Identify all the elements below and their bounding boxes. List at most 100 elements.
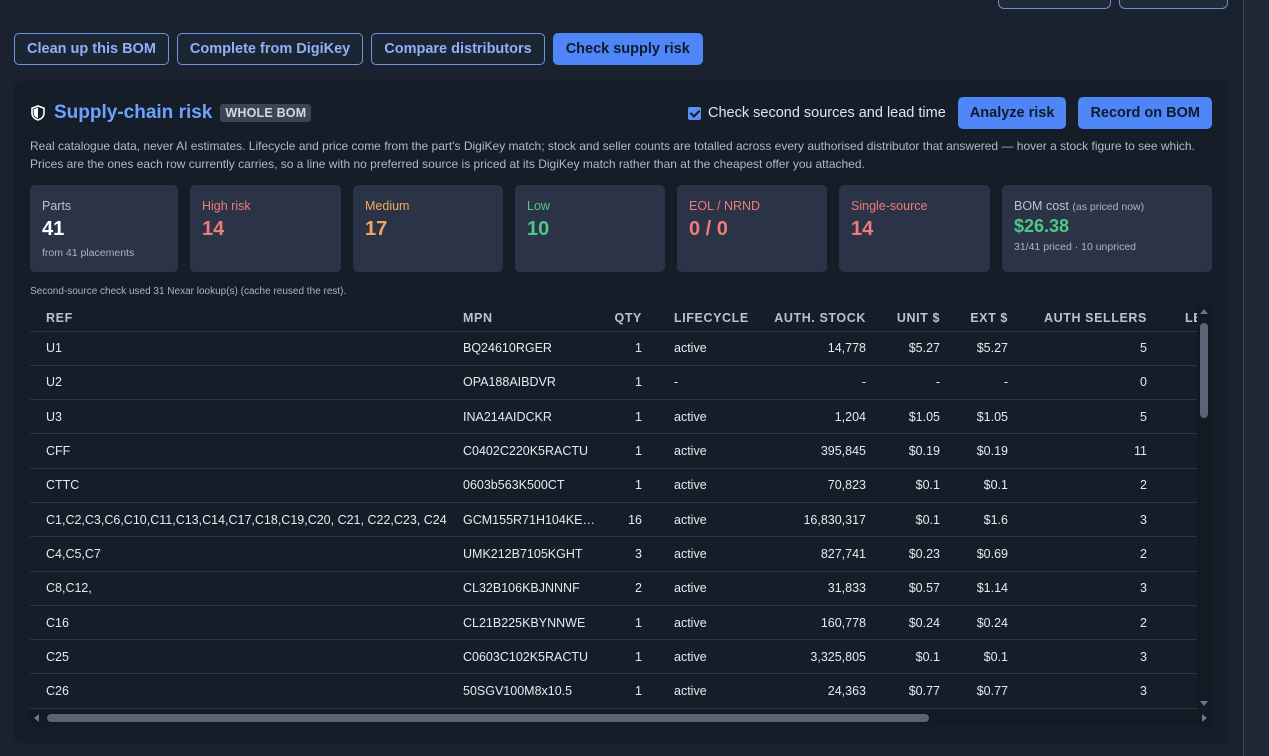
panel-description: Real catalogue data, never AI estimates.… (30, 137, 1210, 173)
tab-clean-up-bom[interactable]: Clean up this BOM (14, 33, 169, 65)
table-row[interactable]: CTTC 0603b563K500CT 1 active 70,823 $0.1 $0.1 2 (30, 468, 1211, 503)
lifecycle-cell: active (650, 673, 746, 709)
auth-sellers-cell: 3 (1016, 571, 1155, 606)
card-value: $26.38 (1014, 216, 1070, 236)
ext-price-cell: $1.14 (948, 571, 1016, 606)
column-header-mpn[interactable]: MPN (447, 306, 600, 332)
mpn-cell: C0603C102K5RACTU (447, 639, 600, 675)
vertical-scrollbar[interactable] (1197, 306, 1211, 709)
ref-cell: U1 (30, 331, 447, 366)
mpn-cell: CL32B106KBJNNNF (447, 571, 600, 606)
auth-sellers-cell: 2 (1016, 536, 1155, 572)
auth-stock-cell[interactable]: 70,823 (746, 468, 874, 503)
card-sub: 31/41 priced · 10 unpriced (1014, 241, 1136, 253)
auth-sellers-cell: 3 (1016, 673, 1155, 709)
table-row[interactable]: U3 INA214AIDCKR 1 active 1,204 $1.05 $1.05 5 (30, 399, 1211, 435)
card-medium: Medium 17 (353, 185, 503, 272)
column-header-ref[interactable]: REF (30, 306, 447, 332)
auth-stock-cell[interactable]: 395,845 (746, 433, 874, 469)
auth-stock-cell[interactable]: 1,204 (746, 399, 874, 435)
auth-sellers-cell: 11 (1016, 433, 1155, 469)
analyze-risk-button[interactable]: Analyze risk (957, 97, 1067, 129)
panel-controls: Check second sources and lead time Analy… (688, 97, 1212, 129)
lifecycle-cell: active (650, 468, 746, 503)
table-row[interactable]: C8,C12, CL32B106KBJNNNF 2 active 31,833 $0.57… (30, 571, 1211, 606)
unit-price-cell: $0.24 (874, 605, 948, 641)
description-line: Prices are the ones each row currently c… (30, 157, 865, 171)
second-source-checkbox-label: Check second sources and lead time (708, 105, 946, 121)
auth-stock-cell[interactable]: 24,363 (746, 673, 874, 709)
ext-price-cell: $1.05 (948, 399, 1016, 435)
column-header-lifecycle[interactable]: LIFECYCLE (650, 306, 748, 332)
table-row[interactable]: C1,C2,C3,C6,C10,C11,C13,C14,C17,C18,C19,… (30, 502, 1211, 538)
lifecycle-cell: active (650, 433, 746, 469)
auth-stock-cell[interactable]: 3,325,805 (746, 639, 874, 675)
card-label: BOM cost (as priced now) (1014, 199, 1200, 213)
table-row[interactable]: C4,C5,C7 UMK212B7105KGHT 3 active 827,741 $0.… (30, 536, 1211, 572)
mpn-cell: CL21B225KBYNNWE (447, 605, 600, 641)
auth-sellers-cell: 5 (1016, 399, 1155, 435)
top-toolbar-button[interactable] (1119, 0, 1228, 9)
lifecycle-cell: active (650, 605, 746, 641)
card-eol-nrnd: EOL / NRND 0 / 0 (677, 185, 827, 272)
qty-cell: 1 (600, 433, 650, 469)
ref-cell: C8,C12, (30, 571, 447, 606)
ref-cell: C4,C5,C7 (30, 536, 447, 572)
horizontal-scroll-thumb[interactable] (47, 714, 929, 722)
qty-cell: 1 (600, 331, 650, 366)
second-source-checkbox[interactable] (688, 106, 702, 120)
card-parts: Parts 41 from 41 placements (30, 185, 178, 272)
auth-sellers-cell: 0 (1016, 365, 1155, 401)
card-label: Single-source (851, 199, 928, 213)
table-row[interactable]: U2 OPA188AIBDVR 1- - - -0 (30, 365, 1211, 401)
lifecycle-cell: active (650, 331, 746, 366)
qty-cell: 1 (600, 639, 650, 675)
column-header-ext-price[interactable]: EXT $ (948, 306, 1016, 332)
table-row[interactable]: C26 50SGV100M8x10.5 1 active 24,363 $0.77 $0.7… (30, 673, 1211, 709)
card-value: 41 (42, 218, 65, 240)
horizontal-scrollbar[interactable] (30, 710, 1211, 726)
card-low: Low 10 (515, 185, 665, 272)
card-value: 14 (202, 218, 225, 240)
card-label: Medium (365, 199, 410, 213)
qty-cell: 3 (600, 536, 650, 572)
unit-price-cell: $0.23 (874, 536, 948, 572)
risk-table-scroll[interactable]: REF MPN QTY LIFECYCLE AUTH. STOCK UNIT $… (30, 306, 1211, 709)
auth-stock-cell[interactable]: 160,778 (746, 605, 874, 641)
scroll-up-arrow-icon[interactable] (1200, 309, 1208, 314)
ref-cell: CTTC (30, 468, 447, 503)
second-source-checkbox-row[interactable]: Check second sources and lead time (688, 105, 946, 121)
side-rail (1243, 0, 1269, 756)
scroll-down-arrow-icon[interactable] (1200, 701, 1208, 706)
table-row[interactable]: CFF C0402C220K5RACTU 1 active 395,845 $0.19 $0… (30, 433, 1211, 469)
auth-stock-cell[interactable]: - (746, 365, 874, 401)
vertical-scroll-thumb[interactable] (1200, 323, 1208, 418)
panel-title: Supply-chain risk (54, 102, 213, 123)
tab-check-supply-risk[interactable]: Check supply risk (552, 33, 703, 65)
table-row[interactable]: C16 CL21B225KBYNNWE 1 active 160,778 $0.24 $0.… (30, 605, 1211, 641)
summary-cards: Parts 41 from 41 placements High risk 14… (30, 185, 1212, 272)
top-toolbar-button[interactable] (998, 0, 1111, 9)
table-row[interactable]: U1 BQ24610RGER 1 active 14,778 $5.27 $5.27 5 (30, 331, 1211, 366)
mpn-cell: OPA188AIBDVR (447, 365, 600, 401)
mpn-cell: 0603b563K500CT (447, 468, 600, 503)
tab-compare-distributors[interactable]: Compare distributors (371, 33, 545, 65)
auth-stock-cell[interactable]: 14,778 (746, 331, 874, 366)
ext-price-cell: $1.6 (948, 502, 1016, 538)
scroll-right-arrow-icon[interactable] (1202, 714, 1207, 722)
column-header-qty[interactable]: QTY (600, 306, 650, 332)
auth-stock-cell[interactable]: 31,833 (746, 571, 874, 606)
column-header-auth-stock[interactable]: AUTH. STOCK (746, 306, 874, 332)
column-header-auth-sellers[interactable]: AUTH SELLERS (1016, 306, 1155, 332)
scroll-left-arrow-icon[interactable] (34, 714, 39, 722)
auth-stock-cell[interactable]: 16,830,317 (746, 502, 874, 538)
card-label: Low (527, 199, 550, 213)
table-row[interactable]: C25 C0603C102K5RACTU 1 active 3,325,805 $0.1 $… (30, 639, 1211, 675)
auth-stock-cell[interactable]: 827,741 (746, 536, 874, 572)
card-label-text: BOM cost (1014, 199, 1069, 213)
column-header-unit-price[interactable]: UNIT $ (874, 306, 948, 332)
record-on-bom-button[interactable]: Record on BOM (1078, 97, 1212, 129)
tab-complete-from-digikey[interactable]: Complete from DigiKey (176, 33, 364, 65)
ref-cell: U3 (30, 399, 447, 435)
